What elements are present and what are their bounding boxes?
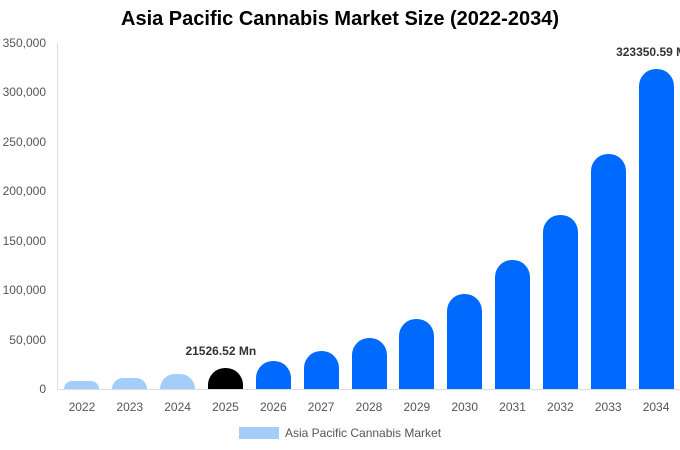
y-tick-label: 300,000	[2, 85, 46, 100]
bar-2027[interactable]	[303, 351, 339, 389]
y-tick-label: 100,000	[2, 283, 46, 298]
value-label-2034: 323350.59 Mn	[616, 45, 680, 60]
legend[interactable]: Asia Pacific Cannabis Market	[239, 426, 441, 440]
bar-2032[interactable]	[542, 215, 578, 389]
bar-2022[interactable]	[64, 381, 100, 389]
bar-2023[interactable]	[112, 378, 148, 389]
x-tick-label: 2025	[212, 400, 239, 414]
y-tick-label: 200,000	[2, 184, 46, 199]
bar-2025[interactable]	[207, 367, 243, 389]
chart-title: Asia Pacific Cannabis Market Size (2022-…	[121, 8, 559, 30]
bar-2034[interactable]	[638, 69, 674, 389]
legend-swatch	[239, 427, 279, 439]
x-tick-label: 2023	[116, 400, 144, 414]
bar-2030[interactable]	[447, 294, 483, 389]
y-tick-label: 350,000	[2, 36, 46, 50]
bar-2031[interactable]	[495, 260, 531, 389]
legend-label: Asia Pacific Cannabis Market	[285, 426, 442, 440]
bar-2033[interactable]	[590, 154, 626, 389]
y-tick-label: 0	[39, 382, 46, 396]
y-tick-label: 150,000	[2, 233, 46, 248]
x-tick-label: 2033	[594, 400, 622, 414]
x-axis-line	[57, 389, 680, 390]
x-tick-label: 2029	[403, 400, 431, 414]
x-tick-label: 2026	[259, 400, 287, 414]
x-tick-label: 2031	[499, 400, 526, 414]
x-tick-label: 2022	[68, 400, 96, 414]
x-tick-label: 2034	[642, 400, 670, 414]
bar-2026[interactable]	[255, 361, 291, 389]
bar-2029[interactable]	[399, 319, 435, 389]
x-tick-label: 2030	[451, 400, 479, 414]
y-axis-line	[57, 43, 58, 389]
bar-2024[interactable]	[160, 373, 196, 389]
x-tick-label: 2024	[164, 400, 191, 414]
bar-2028[interactable]	[351, 338, 387, 389]
y-tick-label: 250,000	[2, 134, 46, 149]
x-tick-label: 2027	[307, 400, 335, 414]
plot-area	[58, 43, 680, 389]
x-tick-label: 2032	[547, 400, 574, 414]
value-label-2025: 21526.52 Mn	[185, 343, 257, 358]
x-tick-label: 2028	[355, 400, 383, 414]
y-tick-label: 50,000	[9, 332, 46, 347]
